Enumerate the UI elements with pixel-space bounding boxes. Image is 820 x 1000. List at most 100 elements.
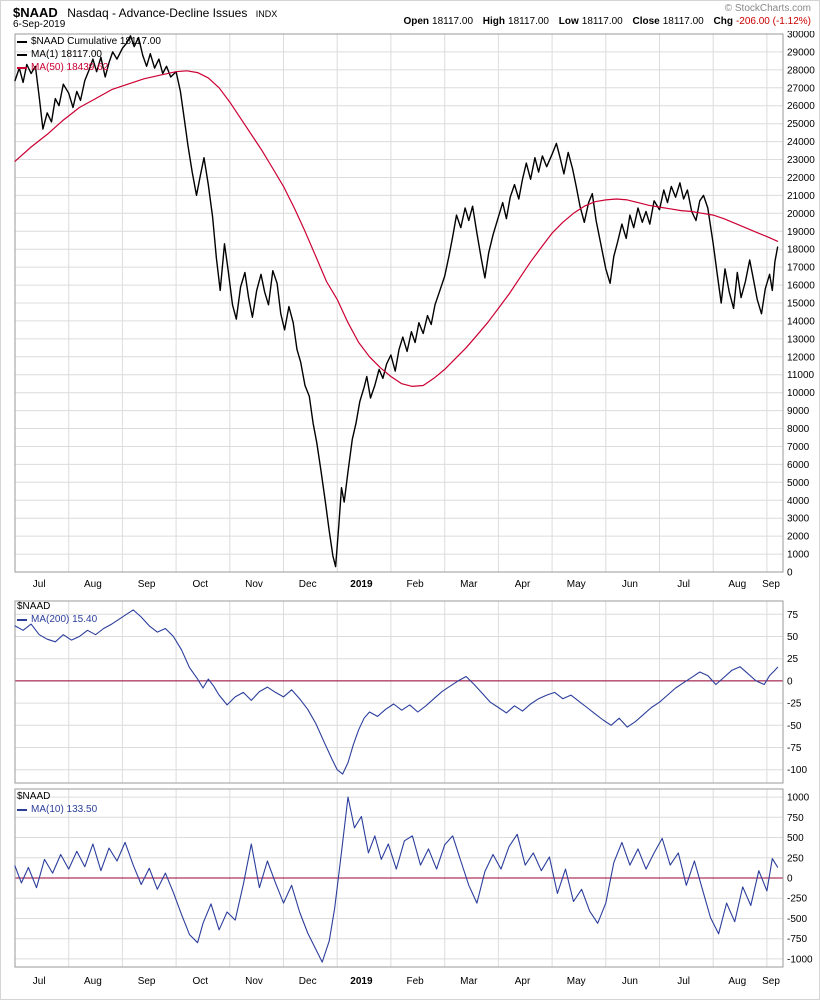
svg-text:Jul: Jul <box>33 976 46 987</box>
svg-text:2019: 2019 <box>350 976 373 987</box>
svg-text:-500: -500 <box>787 914 807 925</box>
gridlines <box>15 601 783 783</box>
svg-text:Sep: Sep <box>138 976 156 987</box>
legend-main-ma50-label: MA(50) 18439.62 <box>31 62 109 73</box>
svg-text:21000: 21000 <box>787 191 815 202</box>
svg-text:25: 25 <box>787 654 799 665</box>
svg-text:5000: 5000 <box>787 478 810 489</box>
svg-text:Aug: Aug <box>84 976 102 987</box>
svg-text:Nov: Nov <box>245 579 263 590</box>
svg-text:Mar: Mar <box>460 976 478 987</box>
svg-text:28000: 28000 <box>787 65 815 76</box>
legend-ma10-symbol-label: $NAAD <box>17 791 51 802</box>
svg-text:May: May <box>567 976 586 987</box>
plot-border <box>14 788 784 968</box>
svg-text:24000: 24000 <box>787 137 815 148</box>
svg-text:13000: 13000 <box>787 334 815 345</box>
svg-text:May: May <box>567 579 586 590</box>
svg-text:Feb: Feb <box>406 579 424 590</box>
svg-text:Feb: Feb <box>406 976 424 987</box>
svg-text:25000: 25000 <box>787 119 815 130</box>
y-axis-labels: 75 50 25 0 -25 -50 -75 -100 <box>787 610 807 776</box>
legend-main: $NAAD Cumulative 18117.00 MA(1) 18117.00… <box>17 35 161 74</box>
svg-text:14000: 14000 <box>787 316 815 327</box>
svg-text:Aug: Aug <box>728 579 746 590</box>
svg-text:Apr: Apr <box>515 976 531 987</box>
svg-text:Dec: Dec <box>299 579 317 590</box>
copyright: © StockCharts.com <box>724 3 811 14</box>
svg-text:3000: 3000 <box>787 514 810 525</box>
title-line: $NAAD Nasdaq - Advance-Decline Issues IN… <box>13 4 277 22</box>
svg-text:Oct: Oct <box>193 976 209 987</box>
svg-text:16000: 16000 <box>787 281 815 292</box>
svg-text:Aug: Aug <box>84 579 102 590</box>
main-chart: 0 1000 2000 3000 4000 5000 6000 7000 8000 9000 100… <box>14 31 815 590</box>
svg-text:Jul: Jul <box>33 579 46 590</box>
legend-ma200-series-label: MA(200) 15.40 <box>31 614 98 625</box>
svg-text:Sep: Sep <box>138 579 156 590</box>
svg-text:Jul: Jul <box>677 976 690 987</box>
svg-text:6000: 6000 <box>787 460 810 471</box>
chg-label: Chg <box>713 16 733 27</box>
close-label: Close <box>632 16 660 27</box>
symbol: $NAAD <box>13 5 58 20</box>
svg-text:Oct: Oct <box>193 579 209 590</box>
ma10-chart: 1000 750 500 250 0 -250 -500 -750 -1000 Jul Aug Sep… <box>14 788 813 987</box>
svg-text:1000: 1000 <box>787 550 810 561</box>
legend-main-ma1: MA(1) 18117.00 <box>17 48 161 61</box>
plot-border <box>14 600 784 784</box>
svg-text:Mar: Mar <box>460 579 478 590</box>
legend-main-ma50: MA(50) 18439.62 <box>17 61 161 74</box>
svg-text:10000: 10000 <box>787 388 815 399</box>
svg-text:Jun: Jun <box>622 579 638 590</box>
svg-text:2000: 2000 <box>787 532 810 543</box>
x-axis-labels: Jul Aug Sep Oct Nov Dec 2019 Feb Mar Apr May Jun Jul… <box>33 976 781 987</box>
svg-text:11000: 11000 <box>787 370 815 381</box>
svg-text:12000: 12000 <box>787 352 815 363</box>
svg-text:19000: 19000 <box>787 227 815 238</box>
svg-text:1000: 1000 <box>787 793 810 804</box>
svg-text:-250: -250 <box>787 894 807 905</box>
svg-text:0: 0 <box>787 568 793 579</box>
legend-ma200: $NAAD MA(200) 15.40 <box>17 600 97 626</box>
svg-text:27000: 27000 <box>787 83 815 94</box>
ma10-line-swatch <box>17 808 27 811</box>
svg-text:Dec: Dec <box>299 976 317 987</box>
close-value: 18117.00 <box>662 16 704 27</box>
svg-text:-75: -75 <box>787 743 802 754</box>
svg-text:75: 75 <box>787 610 799 621</box>
legend-main-ma1-label: MA(1) 18117.00 <box>31 49 102 60</box>
quote-line: Open 18117.00 High 18117.00 Low 18117.00 Cl… <box>396 16 811 27</box>
high-label: High <box>482 16 506 27</box>
svg-text:Nov: Nov <box>245 976 263 987</box>
svg-text:-25: -25 <box>787 699 802 710</box>
svg-text:-100: -100 <box>787 765 807 776</box>
svg-text:8000: 8000 <box>787 424 810 435</box>
svg-text:-750: -750 <box>787 934 807 945</box>
svg-text:15000: 15000 <box>787 299 815 310</box>
cumulative-line-swatch <box>17 40 27 43</box>
open-value: 18117.00 <box>432 16 474 27</box>
series-MA(50) <box>14 70 779 387</box>
open-label: Open <box>403 16 430 27</box>
x-axis-labels: Jul Aug Sep Oct Nov Dec 2019 Feb Mar Apr May Jun Jul… <box>33 579 781 590</box>
series-MA(10) <box>14 796 779 963</box>
svg-text:2019: 2019 <box>350 579 373 590</box>
legend-main-cumulative-label: $NAAD Cumulative 18117.00 <box>31 36 161 47</box>
svg-text:Aug: Aug <box>728 976 746 987</box>
y-axis-labels: 0 1000 2000 3000 4000 5000 6000 7000 8000 9000 100… <box>787 31 815 579</box>
legend-main-cumulative: $NAAD Cumulative 18117.00 <box>17 35 161 48</box>
svg-text:Jul: Jul <box>677 579 690 590</box>
svg-text:20000: 20000 <box>787 209 815 220</box>
exchange: INDX <box>255 9 278 19</box>
svg-text:50: 50 <box>787 632 799 643</box>
svg-text:Sep: Sep <box>762 976 780 987</box>
low-value: 18117.00 <box>581 16 623 27</box>
svg-text:0: 0 <box>787 874 793 885</box>
series-MA(1) <box>14 35 779 568</box>
svg-text:Apr: Apr <box>515 579 531 590</box>
svg-text:750: 750 <box>787 813 804 824</box>
svg-text:22000: 22000 <box>787 173 815 184</box>
svg-text:9000: 9000 <box>787 406 810 417</box>
